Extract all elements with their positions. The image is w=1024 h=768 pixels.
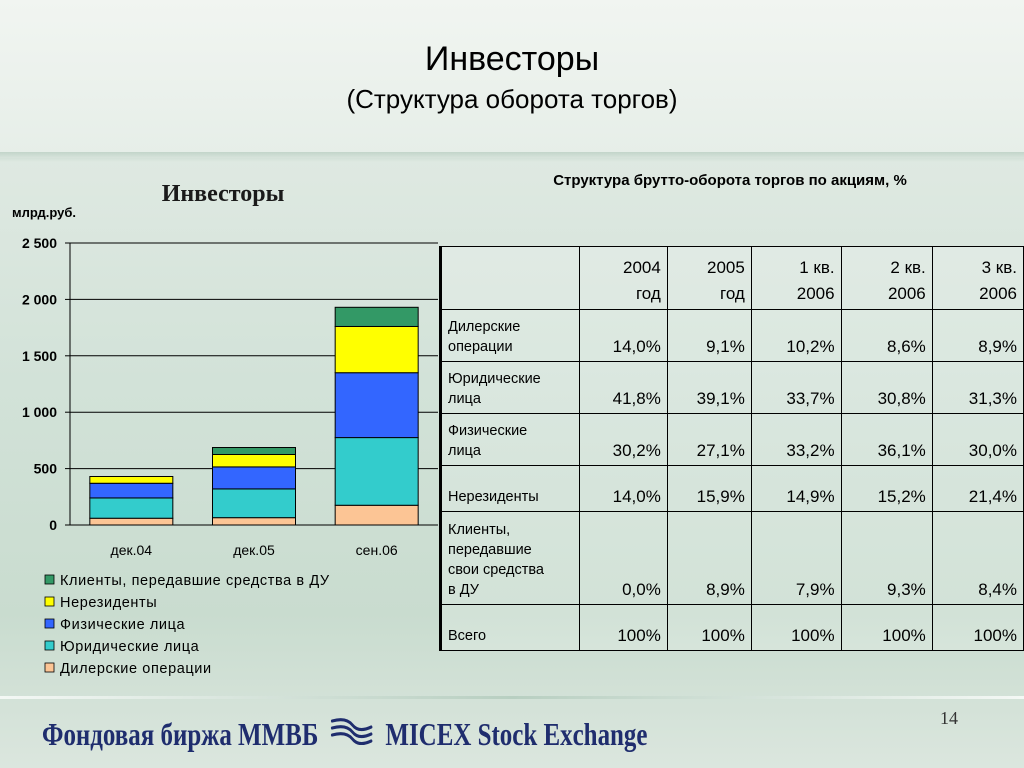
table-cell: 27,1%: [666, 413, 752, 466]
table-cell: 8,4%: [931, 511, 1024, 605]
y-tick-label: 1 500: [22, 348, 57, 364]
legend-swatch: [44, 574, 55, 585]
table-row: Дилерские операции 14,0% 9,1% 10,2% 8,6% 8,9%: [439, 309, 1024, 362]
header-separator: [0, 152, 1024, 162]
legend-swatch: [44, 640, 55, 651]
legend-label: Клиенты, передавшие средства в ДУ: [60, 573, 330, 589]
table-cell: 41,8%: [578, 361, 668, 414]
table-title: Структура брутто-оборота торгов по акция…: [553, 172, 907, 189]
table-cell: 14,0%: [578, 465, 668, 512]
table-cell: 8,9%: [931, 309, 1024, 362]
footer-logo: Фондовая биржа ММВБ MICEX Stock Exchange: [42, 712, 647, 756]
table-row: Физические лица 30,2% 27,1% 33,2% 36,1% 30,0%: [439, 413, 1024, 466]
row-label: Физические лица: [439, 413, 580, 466]
table-cell: 33,7%: [750, 361, 842, 414]
y-tick-label: 2 500: [22, 235, 57, 251]
row-label: Клиенты, передавшие свои средства в ДУ: [439, 511, 580, 605]
chart-title: Инвесторы: [162, 181, 285, 207]
table-row: Нерезиденты 14,0% 15,9% 14,9% 15,2% 21,4%: [439, 465, 1024, 512]
table-cell: 14,9%: [750, 465, 842, 512]
table-cell: 100%: [840, 604, 933, 651]
legend-label: Дилерские операции: [60, 661, 212, 677]
bar-segment: [89, 482, 174, 499]
footer-logo-right-text: MICEX Stock Exchange: [385, 715, 648, 752]
y-tick-label: 2 000: [22, 291, 57, 307]
bar-segment: [334, 372, 419, 439]
bar-segment: [334, 437, 419, 506]
legend-label: Юридические лица: [60, 639, 200, 655]
micex-logo-icon: [329, 715, 374, 753]
legend-label: Нерезиденты: [60, 595, 157, 611]
table-row: Всего 100% 100% 100% 100% 100%: [439, 604, 1024, 651]
x-tick-label: дек.05: [233, 542, 275, 558]
footer-logo-left-text: Фондовая биржа ММВБ: [42, 715, 319, 752]
table-cell: 14,0%: [578, 309, 668, 362]
legend-label: Физические лица: [60, 617, 186, 633]
table-cell: 31,3%: [931, 361, 1024, 414]
column-header: 2004 год: [578, 246, 668, 310]
table-cell: 30,2%: [578, 413, 668, 466]
slide-subtitle: (Структура оборота торгов): [346, 84, 678, 114]
table-cell: 100%: [578, 604, 668, 651]
table-cell: 0,0%: [578, 511, 668, 605]
table-header-row: 2004 год 2005 год 1 кв. 2006 2 кв. 2006 3 кв. 200…: [439, 246, 1024, 310]
table-cell: 30,0%: [931, 413, 1024, 466]
table-cell: 8,6%: [840, 309, 933, 362]
table-cell: 9,1%: [666, 309, 752, 362]
row-label: Всего: [439, 604, 580, 651]
structure-table: 2004 год 2005 год 1 кв. 2006 2 кв. 2006 3 кв. 200…: [439, 246, 1024, 651]
table-cell: 15,2%: [840, 465, 933, 512]
row-label: Дилерские операции: [439, 309, 580, 362]
x-tick-label: дек.04: [111, 542, 153, 558]
bar-segment: [334, 325, 419, 374]
table-row: Юридические лица 41,8% 39,1% 33,7% 30,8% 31,3%: [439, 361, 1024, 414]
slide-header: [0, 0, 1024, 158]
bar-segment: [334, 504, 419, 526]
legend-swatch: [44, 596, 55, 607]
bar-chart: Инвесторы млрд.руб. 0 500 1 000 1 500 2 000 2 5…: [12, 181, 438, 677]
column-header: 2005 год: [666, 246, 752, 310]
row-label: Юридические лица: [439, 361, 580, 414]
table-cell: 33,2%: [750, 413, 842, 466]
table-cell: 36,1%: [840, 413, 933, 466]
bar-segment: [89, 475, 174, 484]
table-cell: 15,9%: [666, 465, 752, 512]
footer-separator: [0, 696, 1024, 699]
row-label: Нерезиденты: [439, 465, 580, 512]
legend-swatch: [44, 662, 55, 673]
column-header: 1 кв. 2006: [750, 246, 842, 310]
table-cell: 9,3%: [840, 511, 933, 605]
y-tick-label: 1 000: [22, 404, 57, 420]
column-header: 3 кв. 2006: [931, 246, 1024, 310]
bar-segment: [212, 454, 296, 468]
table-cell: 10,2%: [750, 309, 842, 362]
legend-swatch: [44, 618, 55, 629]
table-cell: 21,4%: [931, 465, 1024, 512]
y-axis-label: млрд.руб.: [12, 205, 76, 220]
table-cell: 100%: [666, 604, 752, 651]
column-header: 2 кв. 2006: [840, 246, 933, 310]
page-number: 14: [940, 708, 958, 728]
table-cell: 39,1%: [666, 361, 752, 414]
slide-title: Инвесторы: [424, 40, 600, 78]
x-tick-label: сен.06: [356, 542, 398, 558]
table-corner-cell: [439, 246, 580, 310]
table-cell: 7,9%: [750, 511, 842, 605]
y-tick-label: 0: [49, 517, 57, 533]
table-cell: 30,8%: [840, 361, 933, 414]
bar-segment: [212, 517, 296, 526]
bar-segment: [212, 466, 296, 490]
bar-segment: [334, 306, 419, 327]
table-row: Клиенты, передавшие свои средства в ДУ 0,0% 8…: [439, 511, 1024, 605]
table-cell: 100%: [750, 604, 842, 651]
bar-segment: [89, 497, 174, 519]
table-cell: 8,9%: [666, 511, 752, 605]
bar-segment: [89, 517, 174, 526]
y-tick-label: 500: [34, 461, 58, 477]
bar-segment: [212, 488, 296, 519]
bar-segment: [212, 447, 296, 456]
table-cell: 100%: [931, 604, 1024, 651]
